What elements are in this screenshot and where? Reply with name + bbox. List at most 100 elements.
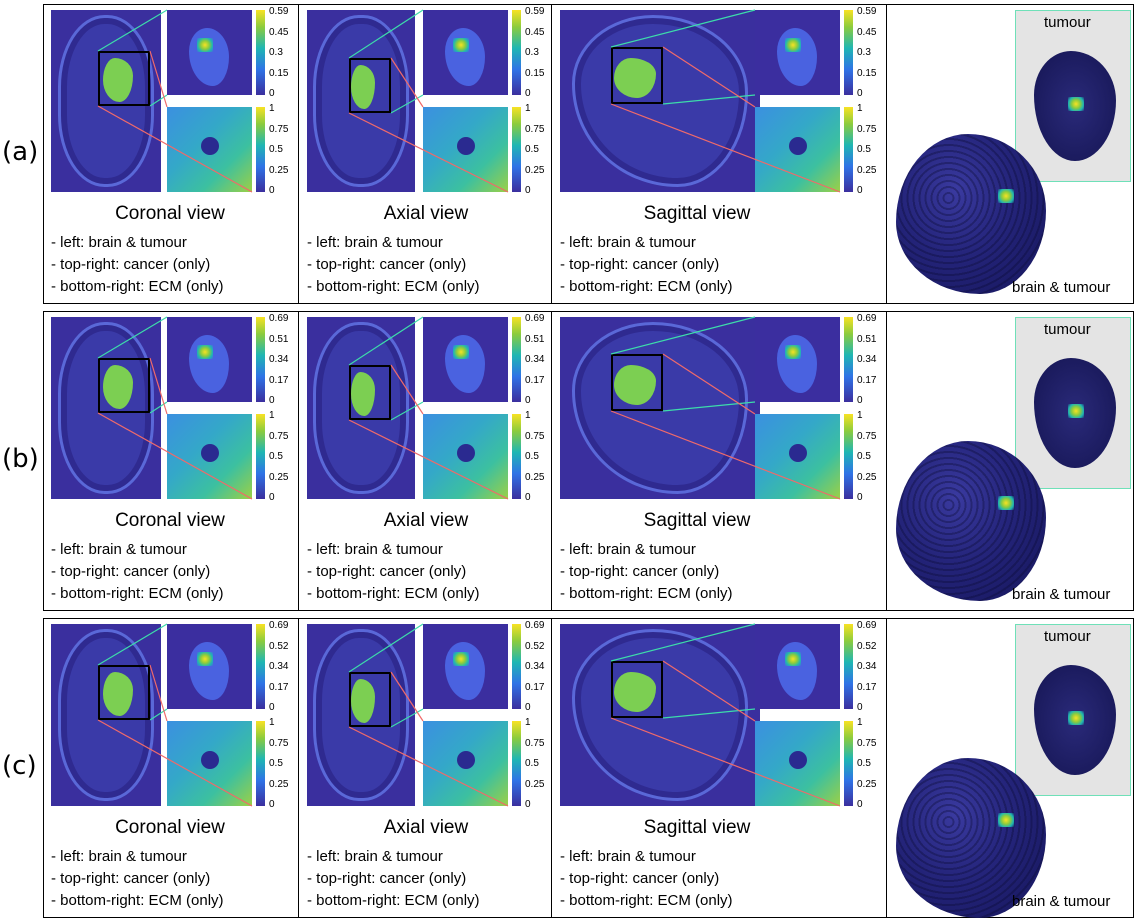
cancer-hotspot bbox=[785, 652, 801, 666]
view-title: Sagittal view bbox=[643, 510, 751, 531]
cancer-colorbar-ticks: 0.69 0.51 0.34 0.17 0 bbox=[525, 314, 555, 406]
cancer-density bbox=[445, 28, 485, 86]
tumour-3d-box: tumour bbox=[1015, 10, 1131, 182]
zoom-box bbox=[349, 58, 391, 113]
colorbar-tick-label: 0.17 bbox=[269, 374, 289, 386]
description-line: - bottom-right: ECM (only) bbox=[560, 892, 733, 909]
row-label: (a) bbox=[2, 137, 39, 167]
colorbar-tick-label: 0 bbox=[525, 185, 531, 196]
colorbar-tick-label: 0 bbox=[857, 702, 863, 713]
colorbar-tick-label: 0.34 bbox=[857, 354, 877, 365]
cancer-colorbar bbox=[256, 624, 265, 709]
view-description: - left: brain & tumour - top-right: cance… bbox=[307, 539, 480, 605]
description-line: - left: brain & tumour bbox=[51, 234, 187, 251]
zoom-box bbox=[349, 365, 391, 420]
colorbar-tick-label: 0.25 bbox=[269, 471, 289, 483]
description-line: - top-right: cancer (only) bbox=[307, 870, 467, 887]
ecm-inset bbox=[755, 721, 840, 806]
cancer-inset bbox=[423, 624, 508, 709]
description-line: - bottom-right: ECM (only) bbox=[51, 278, 224, 295]
ecm-colorbar bbox=[844, 721, 853, 806]
cancer-inset bbox=[423, 10, 508, 95]
colorbar-tick-label: 0.25 bbox=[857, 778, 877, 790]
description-line: - top-right: cancer (only) bbox=[560, 256, 720, 273]
figure-row: (c) 0.69 0.52 0.34 0.17 0 1 0.75 0.5 0.25 0 Coronal… bbox=[0, 618, 1134, 918]
description-line: - bottom-right: ECM (only) bbox=[51, 892, 224, 909]
tumour-region bbox=[103, 58, 133, 102]
figure-row: (a) 0.59 0.45 0.3 0.15 0 1 0.75 0.5 0.25 0 Coronal … bbox=[0, 4, 1134, 304]
cancer-colorbar bbox=[256, 10, 265, 95]
cancer-density bbox=[189, 642, 229, 700]
ecm-inset bbox=[755, 414, 840, 499]
ecm-colorbar-ticks: 1 0.75 0.5 0.25 0 bbox=[269, 104, 299, 196]
colorbar-tick-label: 0.75 bbox=[525, 737, 545, 749]
cancer-inset bbox=[423, 317, 508, 402]
colorbar-tick-label: 0.69 bbox=[269, 313, 289, 324]
brain-3d-render bbox=[896, 758, 1046, 918]
panel-divider bbox=[886, 618, 887, 918]
colorbar-tick-label: 0 bbox=[525, 702, 531, 713]
colorbar-tick-label: 0 bbox=[525, 799, 531, 810]
zoom-box bbox=[98, 665, 150, 720]
view-panel: 0.69 0.51 0.34 0.17 0 1 0.75 0.5 0.25 0 Axial view… bbox=[299, 311, 555, 611]
ecm-inset bbox=[167, 107, 252, 192]
ecm-inset bbox=[423, 414, 508, 499]
colorbar-tick-label: 0.34 bbox=[269, 354, 289, 365]
cancer-hotspot bbox=[453, 345, 469, 359]
tumour-region bbox=[351, 679, 375, 723]
description-line: - left: brain & tumour bbox=[307, 848, 443, 865]
colorbar-tick-label: 0.5 bbox=[525, 144, 539, 155]
tumour-3d-box: tumour bbox=[1015, 317, 1131, 489]
colorbar-tick-label: 0.15 bbox=[269, 67, 289, 79]
colorbar-tick-label: 0.52 bbox=[269, 640, 289, 652]
tumour-3d-box: tumour bbox=[1015, 624, 1131, 796]
cancer-hotspot bbox=[197, 345, 213, 359]
colorbar-tick-label: 0.25 bbox=[857, 164, 877, 176]
colorbar-tick-label: 0 bbox=[269, 492, 275, 503]
colorbar-tick-label: 0.5 bbox=[857, 758, 871, 769]
view-panel: 0.69 0.51 0.34 0.17 0 1 0.75 0.5 0.25 0 Coronal vi… bbox=[43, 311, 299, 611]
zoom-box bbox=[611, 661, 663, 718]
view-description: - left: brain & tumour - top-right: cance… bbox=[560, 539, 733, 605]
brain-3d-render bbox=[896, 441, 1046, 601]
cancer-colorbar bbox=[512, 10, 521, 95]
description-line: - bottom-right: ECM (only) bbox=[307, 278, 480, 295]
cancer-colorbar-ticks: 0.69 0.51 0.34 0.17 0 bbox=[269, 313, 299, 406]
cancer-colorbar-ticks: 0.69 0.51 0.34 0.17 0 bbox=[857, 314, 887, 406]
ecm-colorbar-ticks: 1 0.75 0.5 0.25 0 bbox=[525, 411, 555, 503]
colorbar-tick-label: 0 bbox=[269, 185, 275, 196]
zoom-box bbox=[611, 354, 663, 411]
colorbar-tick-label: 0.17 bbox=[525, 374, 545, 386]
tumour-3d-hotspot bbox=[1068, 404, 1084, 418]
cancer-hotspot bbox=[197, 652, 213, 666]
ecm-colorbar-ticks: 1 0.75 0.5 0.25 0 bbox=[525, 718, 555, 810]
ecm-colorbar bbox=[256, 414, 265, 499]
ecm-colorbar bbox=[512, 721, 521, 806]
brain-3d-label: brain & tumour bbox=[1012, 586, 1111, 603]
panel-divider bbox=[298, 4, 299, 304]
cancer-inset bbox=[167, 624, 252, 709]
ecm-colorbar-ticks: 1 0.75 0.5 0.25 0 bbox=[857, 104, 887, 196]
panel-divider bbox=[886, 311, 887, 611]
colorbar-tick-label: 0.25 bbox=[269, 778, 289, 790]
cancer-density bbox=[777, 28, 817, 86]
view-description: - left: brain & tumour - top-right: cance… bbox=[51, 539, 224, 605]
description-line: - top-right: cancer (only) bbox=[51, 563, 211, 580]
colorbar-tick-label: 0.17 bbox=[269, 681, 289, 693]
ecm-colorbar-ticks: 1 0.75 0.5 0.25 0 bbox=[857, 411, 887, 503]
view-panel: 0.69 0.52 0.34 0.17 0 1 0.75 0.5 0.25 0 Axial view… bbox=[299, 618, 555, 918]
cancer-inset bbox=[755, 624, 840, 709]
description-line: - left: brain & tumour bbox=[51, 541, 187, 558]
ecm-inset bbox=[423, 721, 508, 806]
view-description: - left: brain & tumour - top-right: cance… bbox=[307, 846, 480, 912]
colorbar-tick-label: 0.5 bbox=[525, 451, 539, 462]
tumour-region bbox=[614, 58, 656, 98]
colorbar-tick-label: 0.5 bbox=[857, 451, 871, 462]
colorbar-tick-label: 0.17 bbox=[525, 681, 545, 693]
brain-tumour-hotspot bbox=[998, 813, 1014, 827]
cancer-hotspot bbox=[197, 38, 213, 52]
colorbar-tick-label: 0 bbox=[857, 492, 863, 503]
colorbar-tick-label: 0.75 bbox=[269, 123, 289, 135]
tumour-3d-hotspot bbox=[1068, 97, 1084, 111]
colorbar-tick-label: 0.34 bbox=[269, 661, 289, 672]
